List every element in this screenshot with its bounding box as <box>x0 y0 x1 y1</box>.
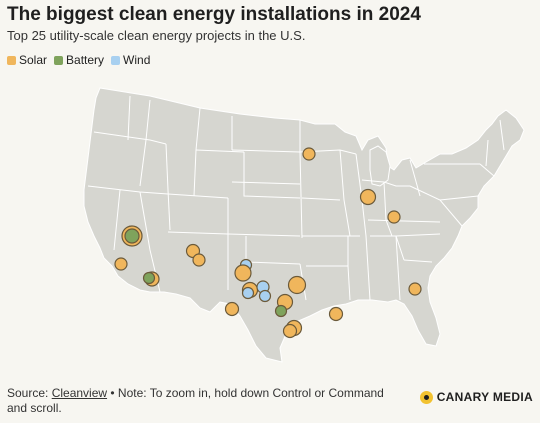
legend-item-wind: Wind <box>111 53 150 67</box>
marker-solar-california[interactable] <box>114 257 128 271</box>
marker-solar-texas-1[interactable] <box>234 264 252 282</box>
zoom-note: • Note: To zoom in, hold down Control or… <box>7 386 384 415</box>
lower-michigan <box>369 145 391 187</box>
legend-label-solar: Solar <box>19 53 48 67</box>
legend-item-solar: Solar <box>7 53 47 67</box>
marker-solar-louisiana[interactable] <box>328 306 344 322</box>
legend-swatch-solar <box>7 55 16 65</box>
marker-solar-ohio[interactable] <box>387 210 401 224</box>
marker-battery-texas[interactable] <box>274 304 288 318</box>
marker-solar-mississippi[interactable] <box>408 282 422 296</box>
legend-swatch-battery <box>54 55 64 65</box>
legend: Solar Battery Wind <box>7 53 157 67</box>
source-prefix: Source: <box>7 386 52 400</box>
us-outline <box>83 87 525 363</box>
footer-note: Source: Cleanview • Note: To zoom in, ho… <box>7 386 407 416</box>
us-landmass <box>83 87 525 363</box>
marker-solar-new-mexico-2[interactable] <box>192 253 206 267</box>
marker-solar-indiana[interactable] <box>359 188 377 206</box>
us-map[interactable] <box>0 70 540 380</box>
legend-label-wind: Wind <box>123 53 151 67</box>
project-markers[interactable] <box>114 147 422 339</box>
marker-wind-texas-4[interactable] <box>258 289 272 303</box>
marker-battery-nevada[interactable] <box>124 228 140 244</box>
legend-label-battery: Battery <box>66 53 105 67</box>
marker-solar-texas-7[interactable] <box>282 323 298 339</box>
marker-battery-arizona[interactable] <box>142 271 156 285</box>
legend-swatch-wind <box>111 55 121 65</box>
canary-logo-icon <box>419 390 433 404</box>
brand-name: CANARY MEDIA <box>436 390 533 404</box>
marker-solar-texas-3[interactable] <box>287 275 307 295</box>
marker-solar-minnesota[interactable] <box>302 147 316 161</box>
chart-title: The biggest clean energy installations i… <box>7 4 421 25</box>
marker-solar-texas-5[interactable] <box>224 301 240 317</box>
marker-wind-texas-3[interactable] <box>241 286 255 300</box>
canary-media-logo: CANARY MEDIA <box>419 390 533 404</box>
source-link-cleanview[interactable]: Cleanview <box>51 386 108 400</box>
legend-item-battery: Battery <box>54 53 104 67</box>
chart-subtitle: Top 25 utility-scale clean energy projec… <box>7 28 306 43</box>
